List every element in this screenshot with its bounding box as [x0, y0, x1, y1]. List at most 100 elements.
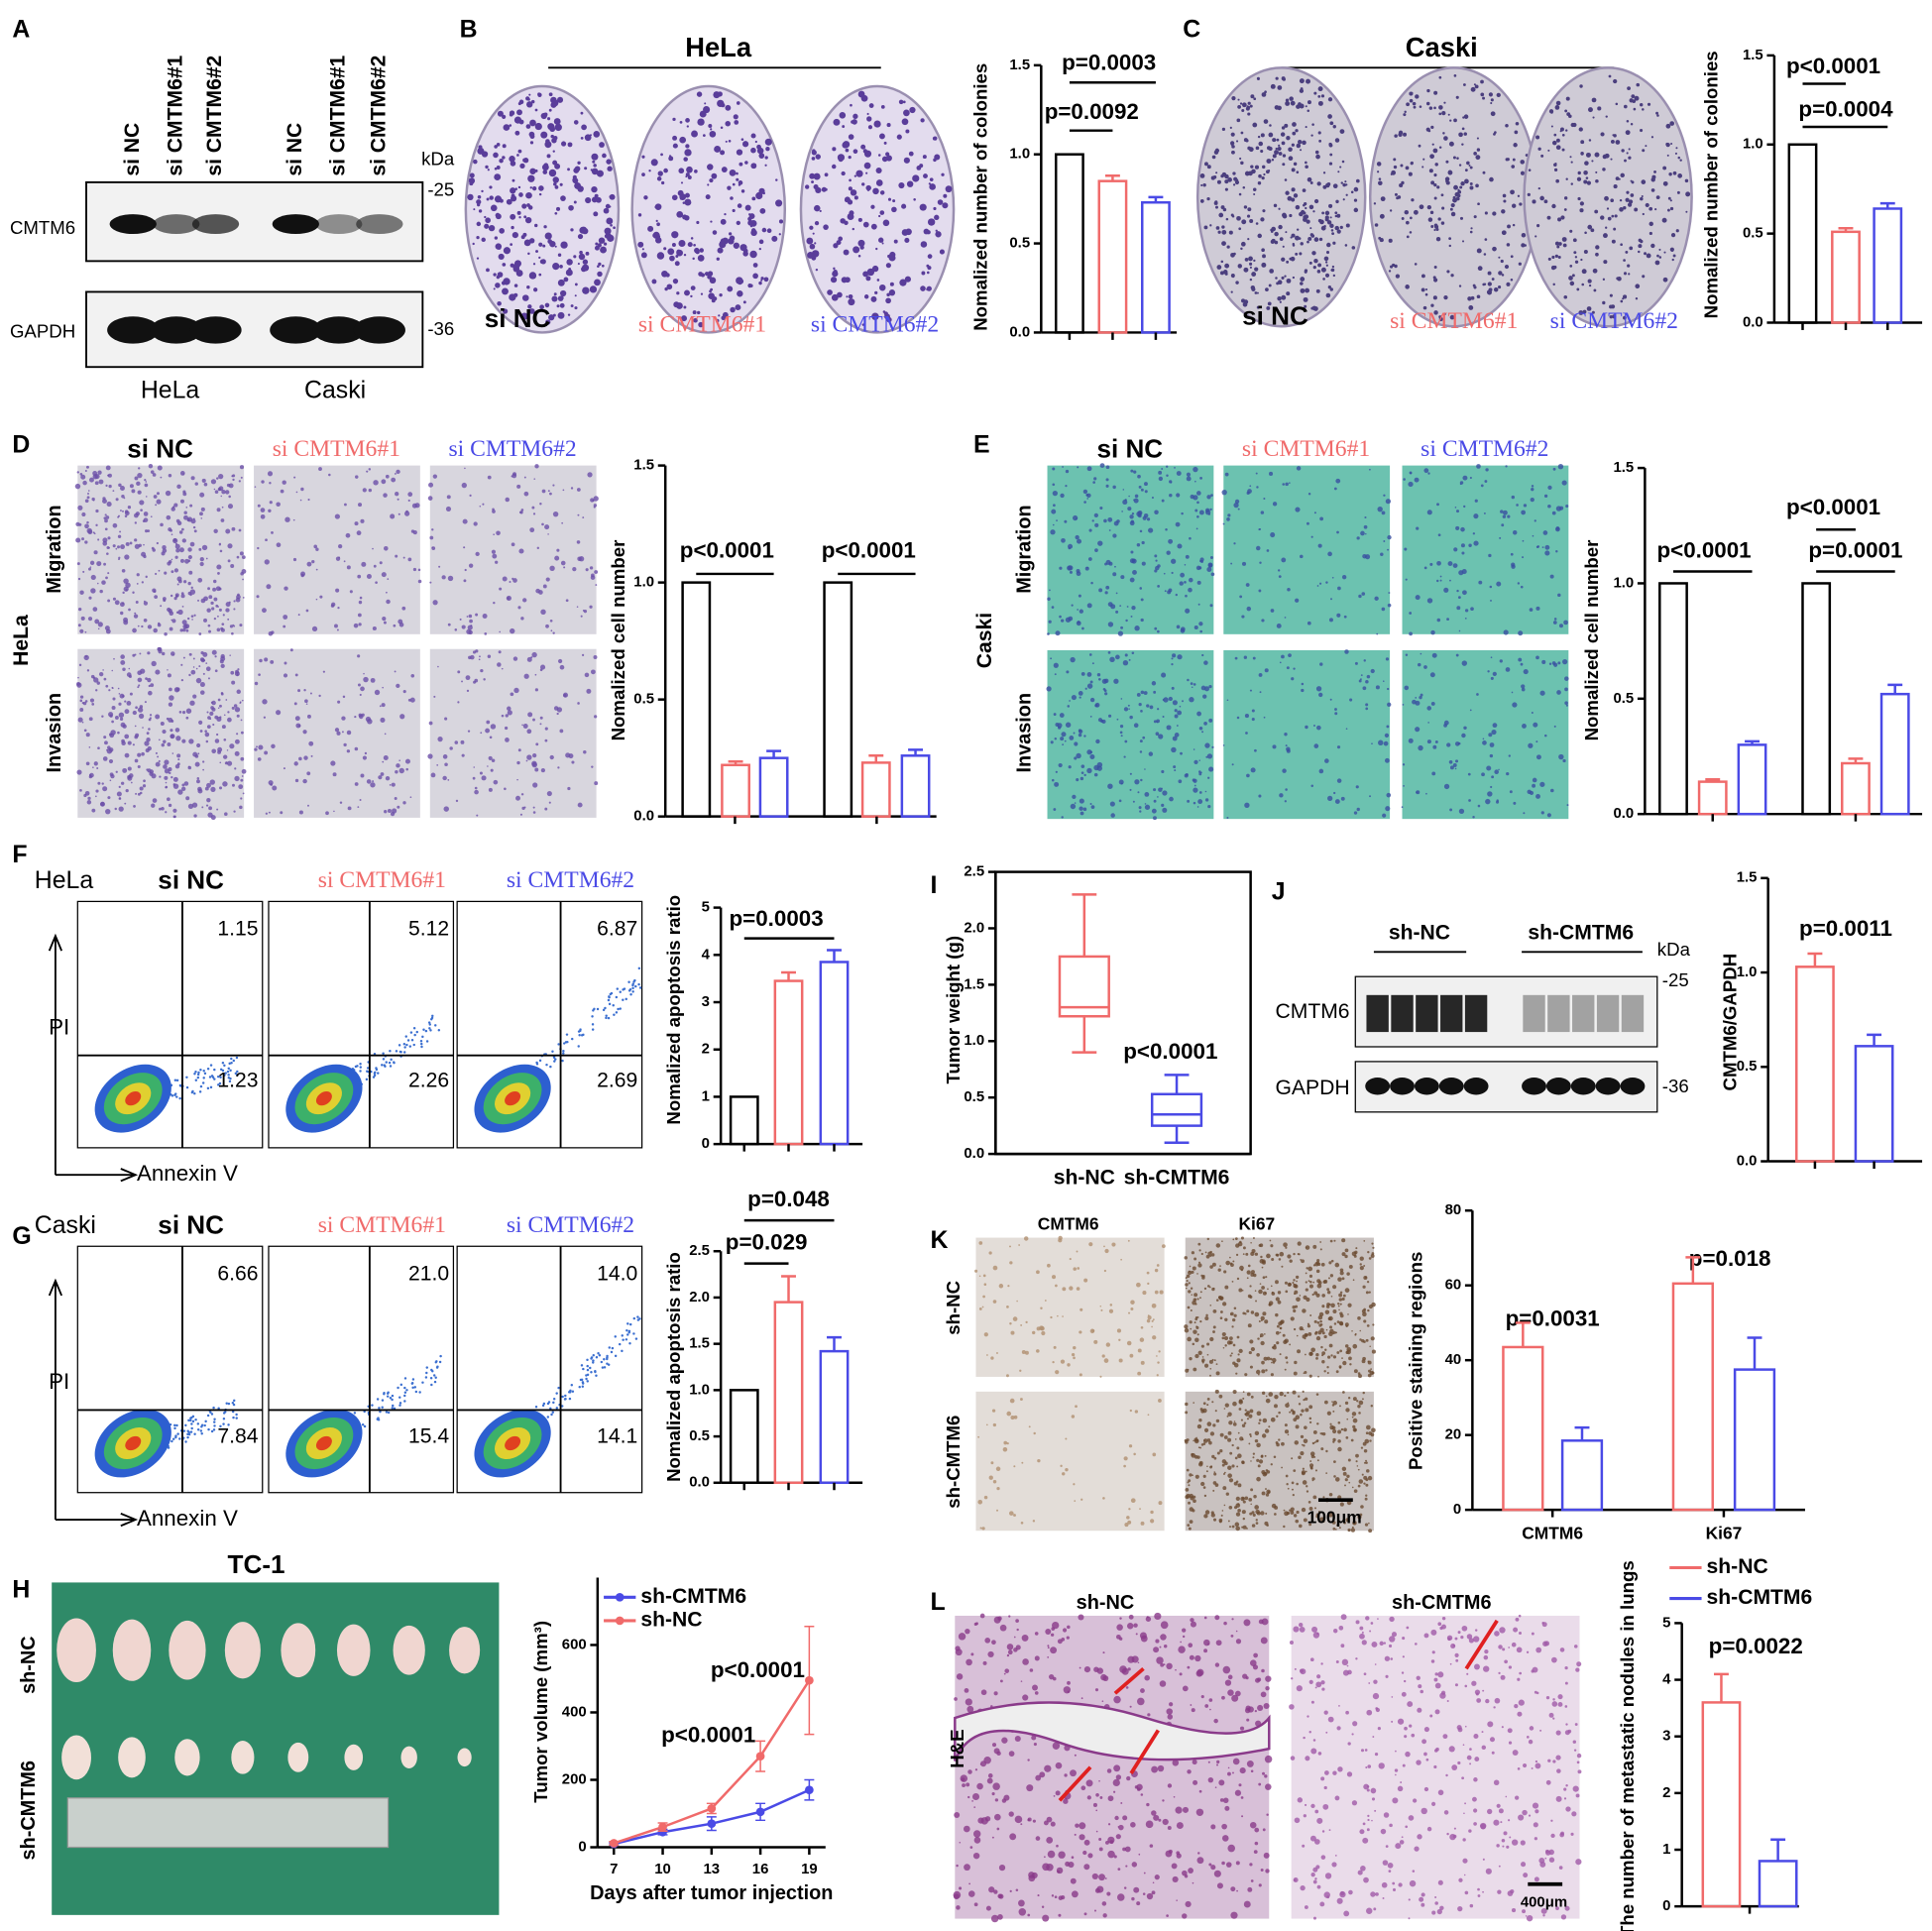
- texture: [349, 590, 353, 594]
- colony: [473, 159, 478, 165]
- colony: [1473, 215, 1477, 219]
- colony: [883, 141, 887, 145]
- texture: [1295, 598, 1300, 603]
- texture: [1277, 569, 1281, 572]
- texture: [284, 586, 288, 591]
- colony: [499, 228, 505, 234]
- texture: [504, 726, 509, 731]
- colony: [574, 283, 578, 286]
- texture: [1498, 768, 1500, 771]
- texture: [1198, 791, 1202, 794]
- texture: [1489, 753, 1494, 758]
- texture: [1307, 493, 1311, 496]
- colony: [1594, 209, 1599, 214]
- texture: [1107, 651, 1111, 654]
- quadrant-value: 15.4: [408, 1424, 449, 1447]
- event: [389, 1065, 393, 1068]
- event: [631, 986, 634, 990]
- texture: [1176, 493, 1181, 498]
- colony: [1476, 248, 1482, 254]
- texture: [101, 782, 104, 785]
- texture: [1137, 791, 1140, 794]
- colony: [1490, 111, 1496, 117]
- colony: [502, 144, 507, 149]
- texture: [1073, 732, 1076, 735]
- panel-letter: K: [930, 1227, 948, 1254]
- colony: [1394, 134, 1398, 138]
- texture: [1185, 1283, 1189, 1287]
- colony: [582, 286, 590, 294]
- colony: [1274, 240, 1279, 245]
- texture: [120, 544, 125, 550]
- colony: [1630, 193, 1635, 197]
- colony: [1450, 202, 1455, 208]
- event: [199, 1069, 202, 1072]
- texture: [1211, 745, 1214, 749]
- colony: [1332, 183, 1338, 189]
- texture: [1076, 621, 1081, 626]
- texture: [203, 618, 208, 623]
- texture: [162, 597, 167, 601]
- texture: [283, 673, 288, 678]
- colony: [1303, 215, 1307, 219]
- texture: [1194, 509, 1198, 512]
- band: [153, 214, 200, 235]
- colony: [485, 165, 489, 170]
- texture: [145, 529, 149, 533]
- colony: [1468, 165, 1471, 168]
- texture: [216, 477, 219, 480]
- colony: [844, 196, 851, 203]
- texture: [233, 608, 236, 611]
- colony: [1376, 162, 1382, 167]
- event: [571, 1390, 575, 1393]
- texture: [1059, 713, 1065, 718]
- texture: [1251, 718, 1255, 722]
- texture: [1080, 771, 1084, 775]
- texture: [1383, 494, 1386, 497]
- texture: [1222, 522, 1225, 525]
- texture: [77, 505, 83, 511]
- band: [1595, 1078, 1621, 1095]
- texture: [191, 802, 198, 808]
- texture: [1194, 480, 1196, 483]
- texture: [1261, 1266, 1264, 1269]
- event: [546, 1416, 550, 1419]
- texture: [1252, 656, 1256, 660]
- colony: [1289, 257, 1293, 261]
- event: [547, 1401, 551, 1404]
- texture: [1180, 572, 1186, 578]
- texture: [1143, 512, 1149, 518]
- texture: [199, 690, 205, 695]
- colony: [1628, 199, 1634, 204]
- colony: [1270, 83, 1276, 89]
- colony: [656, 176, 662, 181]
- colony: [607, 166, 613, 171]
- marker: -36: [427, 318, 454, 339]
- texture: [196, 779, 200, 784]
- colony: [577, 233, 584, 240]
- colony: [672, 143, 678, 149]
- event: [213, 1424, 216, 1427]
- texture: [1199, 476, 1202, 480]
- texture: [225, 490, 230, 495]
- texture: [240, 476, 243, 479]
- texture: [173, 687, 180, 693]
- texture: [1149, 705, 1154, 710]
- texture: [1358, 679, 1362, 683]
- colony: [1482, 96, 1485, 100]
- event: [424, 1029, 428, 1033]
- texture: [1193, 683, 1196, 686]
- texture: [1103, 1245, 1105, 1248]
- colony: [1512, 223, 1516, 227]
- colony: [1430, 303, 1434, 307]
- texture: [1487, 670, 1490, 673]
- texture: [1436, 560, 1441, 566]
- texture: [129, 541, 133, 545]
- colony: [691, 130, 698, 138]
- condition-label: si CMTM6#2: [507, 867, 634, 893]
- colony: [1585, 176, 1589, 179]
- texture: [104, 513, 107, 516]
- event: [229, 1077, 232, 1080]
- colony: [527, 97, 530, 101]
- texture: [1319, 662, 1323, 666]
